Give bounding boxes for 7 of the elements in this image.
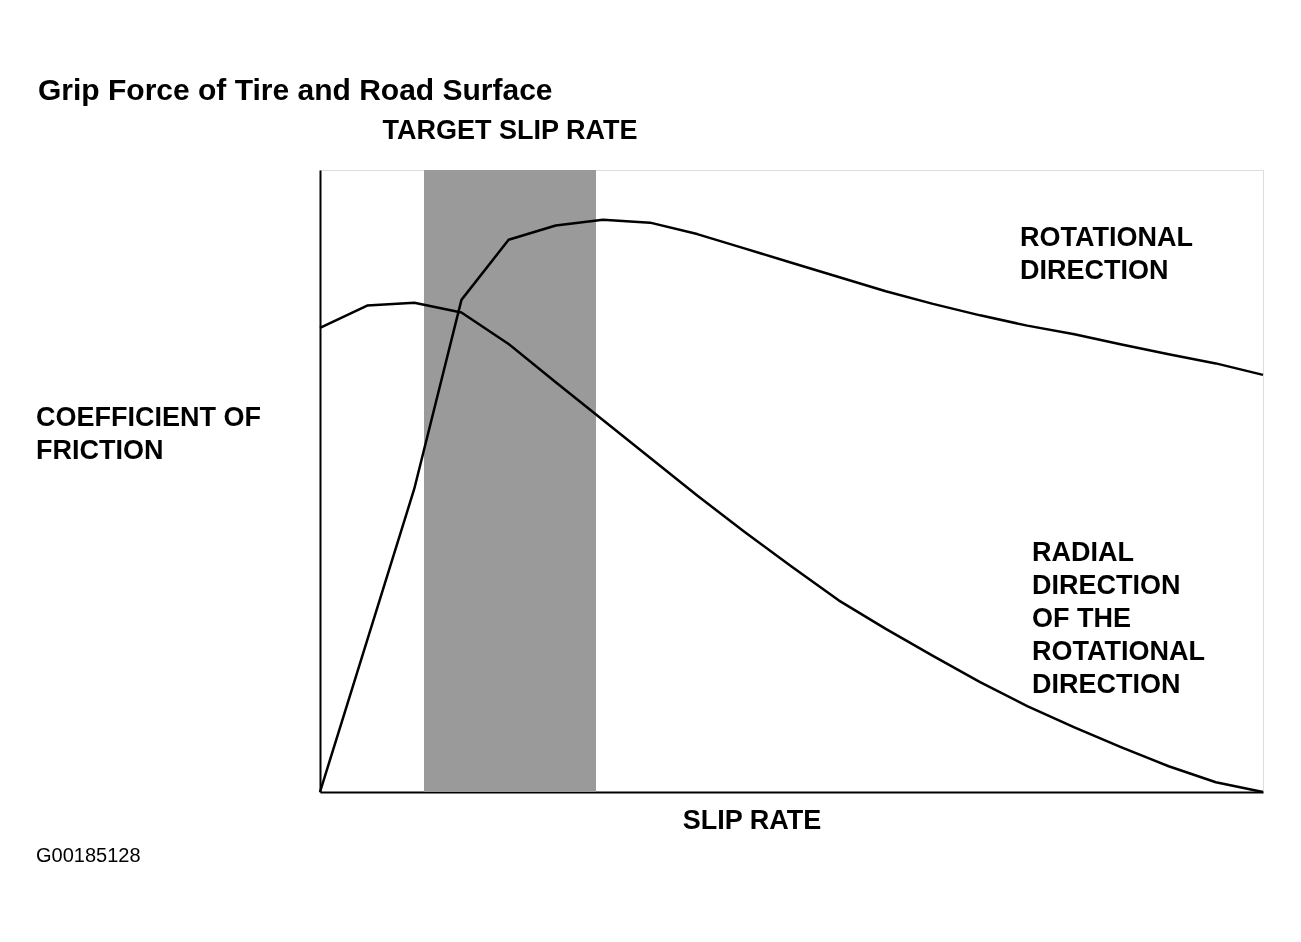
chart-title: Grip Force of Tire and Road Surface — [38, 73, 553, 106]
y-axis-title: COEFFICIENT OF FRICTION — [36, 402, 261, 465]
series-label: ROTATIONAL DIRECTION — [1020, 222, 1193, 285]
text: TARGET SLIP RATE — [382, 115, 638, 145]
series-label: RADIAL DIRECTION OF THE ROTATIONAL DIRECTION — [1032, 537, 1205, 699]
x-axis-title: SLIP RATE — [682, 805, 822, 835]
text: G00185128 — [36, 844, 141, 866]
